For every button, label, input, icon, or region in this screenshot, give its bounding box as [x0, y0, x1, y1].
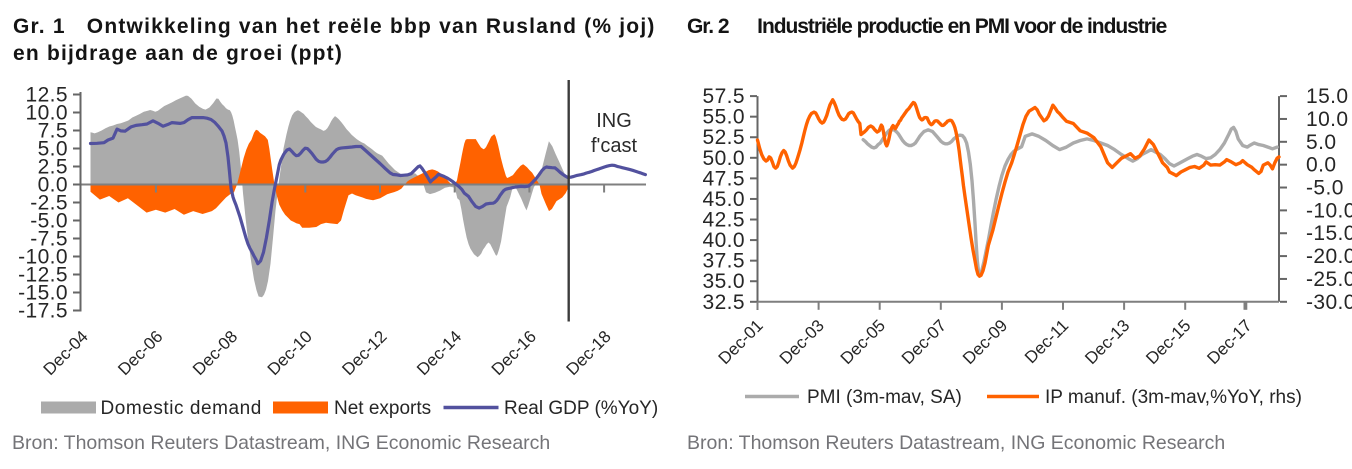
svg-text:-10.0: -10.0 [1306, 199, 1352, 222]
svg-text:IP manuf. (3m-mav,%YoY, rhs): IP manuf. (3m-mav,%YoY, rhs) [1045, 387, 1302, 408]
svg-text:52.5: 52.5 [703, 126, 745, 149]
svg-text:45.0: 45.0 [703, 188, 745, 211]
svg-text:15.0: 15.0 [1306, 85, 1348, 108]
svg-text:42.5: 42.5 [703, 209, 745, 232]
svg-text:-7.5: -7.5 [30, 228, 68, 251]
svg-text:0.0: 0.0 [1306, 154, 1336, 177]
svg-text:37.5: 37.5 [703, 250, 745, 273]
svg-text:-5.0: -5.0 [1306, 177, 1344, 200]
svg-text:-15.0: -15.0 [1306, 222, 1352, 245]
svg-text:10.0: 10.0 [26, 102, 68, 125]
svg-text:32.5: 32.5 [703, 291, 745, 314]
svg-text:57.5: 57.5 [703, 85, 745, 108]
svg-text:Real GDP (%YoY): Real GDP (%YoY) [504, 398, 658, 419]
svg-text:PMI (3m-mav, SA): PMI (3m-mav, SA) [807, 387, 962, 408]
svg-text:-15.0: -15.0 [18, 282, 68, 305]
svg-text:-17.5: -17.5 [18, 300, 68, 323]
svg-text:-30.0: -30.0 [1306, 291, 1352, 314]
svg-text:-25.0: -25.0 [1306, 268, 1352, 291]
svg-text:f'cast: f'cast [591, 135, 637, 157]
svg-text:0.0: 0.0 [38, 174, 68, 197]
svg-text:5.0: 5.0 [1306, 131, 1336, 154]
svg-text:5.0: 5.0 [38, 138, 68, 161]
svg-text:55.0: 55.0 [703, 106, 745, 129]
svg-text:2.5: 2.5 [38, 156, 68, 179]
svg-text:Net exports: Net exports [334, 398, 431, 419]
svg-text:10.0: 10.0 [1306, 108, 1348, 131]
svg-text:40.0: 40.0 [703, 229, 745, 252]
svg-text:-10.0: -10.0 [18, 246, 68, 269]
svg-text:ING: ING [596, 110, 632, 132]
svg-text:-12.5: -12.5 [18, 264, 68, 287]
svg-text:35.0: 35.0 [703, 270, 745, 293]
svg-text:-2.5: -2.5 [30, 192, 68, 215]
svg-text:Domestic demand: Domestic demand [101, 398, 262, 419]
svg-text:7.5: 7.5 [38, 120, 68, 143]
svg-text:-20.0: -20.0 [1306, 245, 1352, 268]
svg-text:12.5: 12.5 [26, 84, 68, 107]
svg-text:50.0: 50.0 [703, 147, 745, 170]
svg-text:47.5: 47.5 [703, 167, 745, 190]
svg-text:-5.0: -5.0 [30, 210, 68, 233]
